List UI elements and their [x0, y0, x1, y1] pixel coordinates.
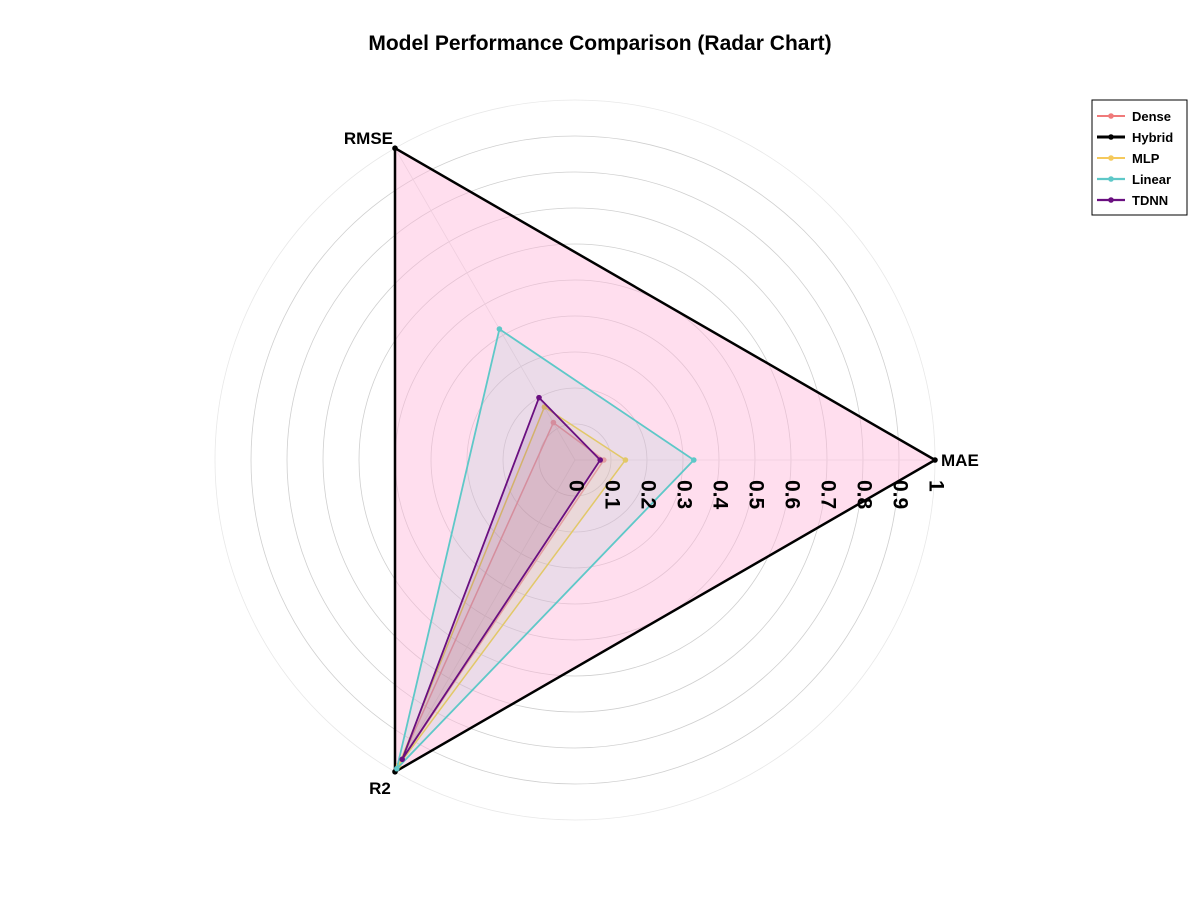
radial-tick-label-8: 0.8	[852, 480, 875, 510]
series-line-mlp	[397, 405, 627, 766]
series-fill-tdnn	[402, 397, 601, 760]
radial-tick-label-10: 1	[924, 480, 947, 492]
legend-label-dense: Dense	[1132, 109, 1171, 124]
legend: Dense Hybrid MLP Linear TDNN	[1091, 99, 1188, 216]
series-point-hybrid-rmse	[392, 145, 398, 152]
legend-label-tdnn: TDNN	[1132, 193, 1168, 208]
series-point-hybrid-mae	[932, 457, 938, 463]
legend-label-hybrid: Hybrid	[1132, 130, 1173, 145]
radial-tick-label-4: 0.4	[708, 480, 731, 510]
series-tdnn	[399, 394, 603, 763]
series-point-tdnn-mae	[597, 457, 603, 463]
radial-tick-label-6: 0.6	[780, 480, 803, 509]
legend-marker-tdnn	[1108, 197, 1114, 203]
series-fill-mlp	[398, 407, 626, 766]
series-hybrid	[392, 145, 938, 775]
legend-marker-linear	[1108, 176, 1114, 182]
series-point-linear-r2	[394, 765, 400, 772]
series-line-hybrid	[393, 146, 938, 774]
series-point-linear-rmse	[496, 326, 503, 332]
radial-tick-label-9: 0.9	[888, 480, 911, 509]
radial-tick-label-7: 0.7	[816, 480, 839, 509]
series-line-linear	[395, 327, 696, 772]
series-layer	[392, 145, 938, 775]
legend-marker-mlp	[1108, 155, 1114, 161]
legend-marker-hybrid	[1108, 134, 1114, 140]
radial-tick-label-2: 0.2	[636, 480, 659, 509]
radial-tick-label-3: 0.3	[672, 480, 695, 509]
series-point-dense-rmse	[550, 419, 557, 426]
radial-tick-labels: 0 0.1 0.2 0.3 0.4 0.5 0.6 0.7 0.8 0.9 1	[564, 480, 947, 510]
chart-title: Model Performance Comparison (Radar Char…	[368, 32, 831, 55]
series-fill-dense	[400, 422, 604, 763]
legend-marker-dense	[1108, 113, 1114, 119]
series-line-tdnn	[401, 395, 602, 760]
series-line-dense	[399, 421, 605, 763]
series-fill-hybrid	[395, 148, 935, 772]
series-fill-linear	[396, 329, 694, 769]
axis-label-rmse: RMSE	[344, 129, 393, 148]
radial-tick-label-5: 0.5	[744, 480, 767, 510]
series-point-linear-mae	[691, 457, 697, 463]
radial-tick-label-1: 0.1	[600, 480, 623, 510]
series-linear	[394, 326, 697, 772]
spoke-2	[394, 459, 576, 772]
axis-label-mae: MAE	[941, 451, 979, 470]
axis-label-r2: R2	[369, 779, 391, 798]
radial-tick-label-0: 0	[564, 480, 587, 492]
axis-labels: MAE RMSE R2	[344, 129, 979, 798]
series-point-tdnn-rmse	[536, 394, 542, 401]
legend-label-linear: Linear	[1132, 172, 1171, 187]
series-point-tdnn-r2	[399, 756, 406, 763]
legend-label-mlp: MLP	[1132, 151, 1160, 166]
series-point-mlp-mae	[622, 457, 629, 463]
